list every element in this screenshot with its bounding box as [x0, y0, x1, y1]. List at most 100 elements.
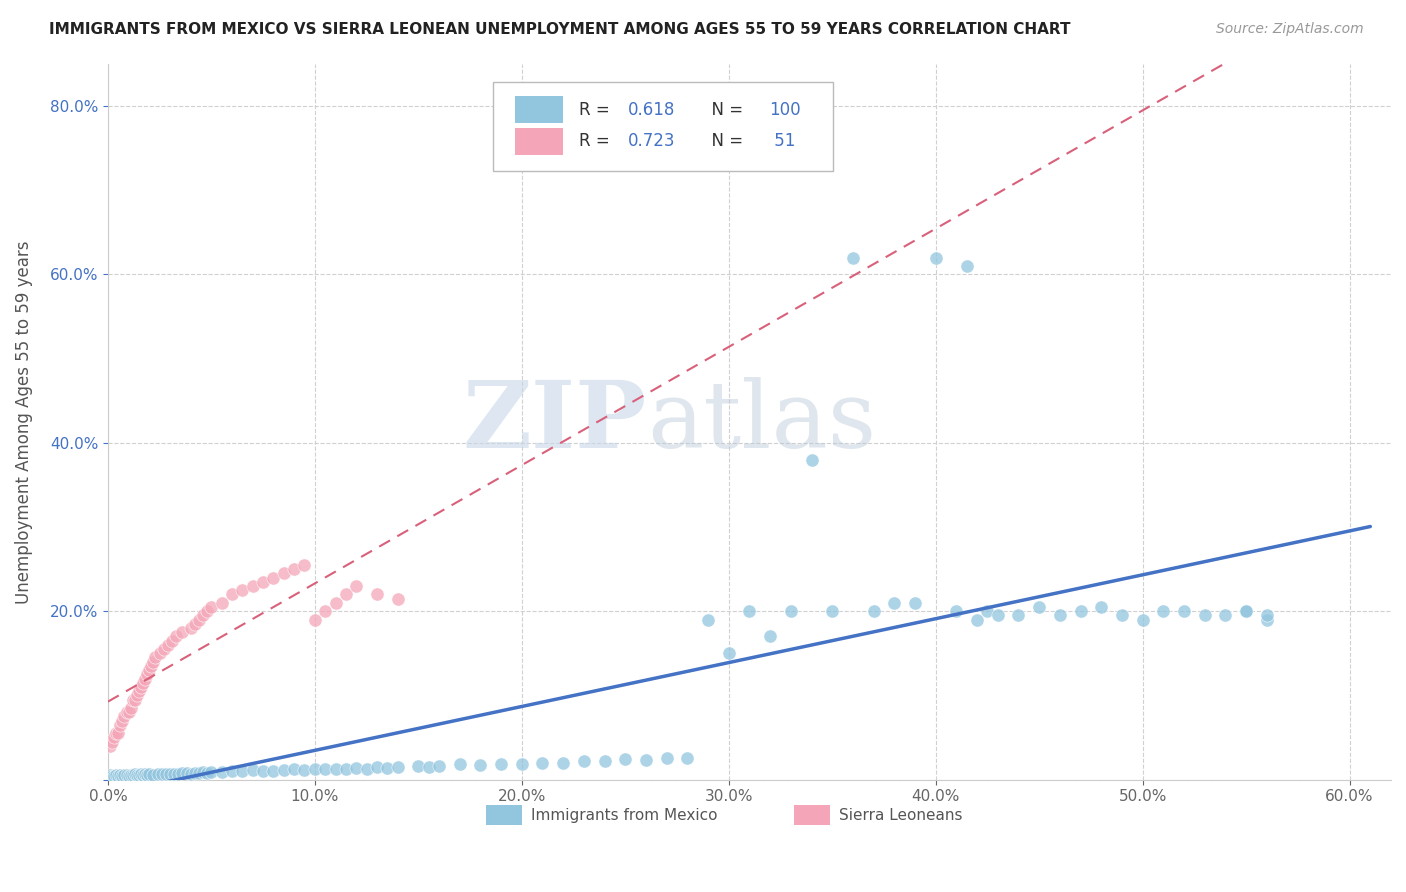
- Point: [966, 613, 988, 627]
- Point: [165, 629, 187, 643]
- FancyBboxPatch shape: [486, 805, 523, 825]
- Point: [138, 663, 160, 677]
- Point: [160, 633, 183, 648]
- Point: [375, 761, 398, 775]
- Point: [387, 591, 409, 606]
- Point: [366, 760, 388, 774]
- Point: [304, 613, 326, 627]
- Point: [191, 764, 214, 779]
- Point: [184, 616, 207, 631]
- Point: [187, 765, 209, 780]
- Point: [489, 756, 512, 771]
- Point: [1070, 604, 1092, 618]
- Point: [862, 604, 884, 618]
- Text: R =: R =: [579, 132, 614, 151]
- Point: [124, 692, 146, 706]
- Point: [101, 734, 124, 748]
- Point: [231, 583, 253, 598]
- Point: [180, 766, 202, 780]
- Point: [925, 251, 948, 265]
- Point: [105, 768, 128, 782]
- Text: N =: N =: [700, 101, 748, 119]
- Point: [335, 762, 357, 776]
- Point: [614, 752, 637, 766]
- Point: [124, 767, 146, 781]
- FancyBboxPatch shape: [794, 805, 831, 825]
- Point: [634, 753, 657, 767]
- Text: ZIP: ZIP: [463, 376, 647, 467]
- Point: [273, 764, 295, 778]
- Point: [172, 625, 194, 640]
- Point: [593, 754, 616, 768]
- Point: [1028, 599, 1050, 614]
- Point: [107, 769, 129, 783]
- Point: [172, 765, 194, 780]
- Point: [156, 638, 179, 652]
- Point: [842, 251, 865, 265]
- Point: [145, 650, 167, 665]
- Point: [1152, 604, 1174, 618]
- Point: [356, 762, 378, 776]
- Point: [242, 764, 264, 778]
- Point: [738, 604, 761, 618]
- Text: N =: N =: [700, 132, 748, 151]
- Point: [211, 596, 233, 610]
- Point: [142, 655, 165, 669]
- Point: [128, 768, 150, 782]
- Point: [146, 767, 169, 781]
- Point: [103, 731, 125, 745]
- Point: [134, 672, 156, 686]
- Point: [697, 613, 720, 627]
- Point: [136, 667, 159, 681]
- Point: [676, 751, 699, 765]
- Point: [1234, 604, 1257, 618]
- Text: atlas: atlas: [647, 376, 876, 467]
- Point: [262, 570, 284, 584]
- Text: 0.618: 0.618: [627, 101, 675, 119]
- Point: [110, 768, 132, 782]
- Point: [200, 764, 222, 779]
- Point: [142, 768, 165, 782]
- Point: [325, 763, 347, 777]
- Text: Immigrants from Mexico: Immigrants from Mexico: [531, 808, 718, 822]
- Point: [149, 646, 172, 660]
- Point: [128, 684, 150, 698]
- Point: [117, 769, 139, 783]
- Y-axis label: Unemployment Among Ages 55 to 59 years: Unemployment Among Ages 55 to 59 years: [15, 240, 32, 604]
- Point: [159, 767, 181, 781]
- Point: [129, 767, 152, 781]
- Point: [717, 646, 740, 660]
- Point: [121, 692, 143, 706]
- Point: [366, 587, 388, 601]
- Point: [136, 768, 159, 782]
- Point: [115, 705, 138, 719]
- Point: [200, 599, 222, 614]
- Text: 51: 51: [769, 132, 794, 151]
- Point: [98, 739, 121, 753]
- Point: [111, 769, 134, 783]
- Point: [759, 629, 782, 643]
- Point: [167, 766, 190, 780]
- Point: [335, 587, 357, 601]
- Point: [1173, 604, 1195, 618]
- Point: [1111, 608, 1133, 623]
- Point: [176, 765, 198, 780]
- Text: Sierra Leoneans: Sierra Leoneans: [839, 808, 963, 822]
- Point: [125, 689, 148, 703]
- Point: [976, 604, 998, 618]
- Point: [470, 758, 492, 772]
- Point: [314, 762, 336, 776]
- Point: [117, 705, 139, 719]
- Point: [655, 751, 678, 765]
- Point: [155, 766, 177, 780]
- Point: [141, 659, 163, 673]
- Point: [180, 621, 202, 635]
- Point: [221, 587, 243, 601]
- Point: [510, 757, 533, 772]
- Text: 0.723: 0.723: [627, 132, 675, 151]
- Point: [187, 613, 209, 627]
- Point: [132, 675, 155, 690]
- Point: [956, 259, 979, 273]
- Point: [221, 764, 243, 778]
- Point: [344, 761, 367, 775]
